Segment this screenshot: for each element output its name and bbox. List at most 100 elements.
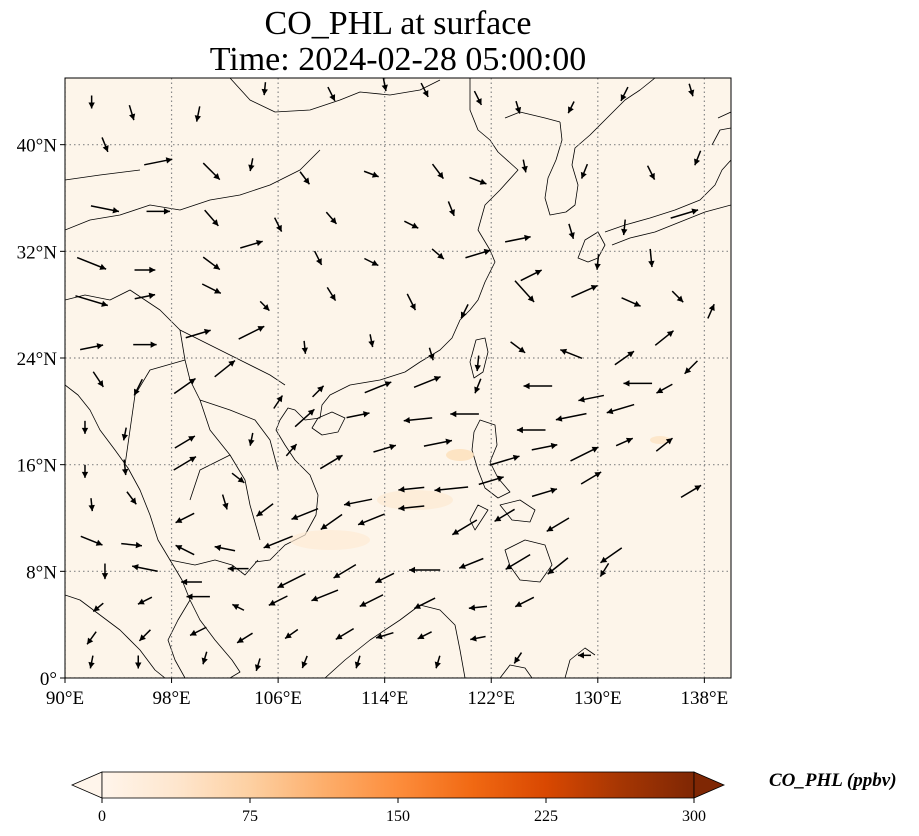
wind-arrow [465, 248, 491, 259]
wind-arrow [469, 176, 487, 185]
korea-coastline [544, 99, 626, 216]
wind-arrow [204, 209, 219, 227]
wind-arrow [261, 82, 268, 96]
wind-arrow [680, 484, 702, 498]
wind-arrow [319, 454, 343, 470]
wind-arrow [134, 292, 156, 300]
wind-arrow [648, 248, 655, 268]
wind-arrow [202, 162, 221, 181]
colorbar-high-extension [693, 771, 726, 799]
wind-arrow [474, 355, 481, 372]
wind-arrow [694, 150, 702, 166]
wind-arrow [363, 170, 379, 178]
wind-arrow [121, 459, 129, 476]
wind-arrow [707, 303, 715, 319]
wind-arrow [428, 347, 435, 361]
wind-arrow [263, 535, 293, 549]
wind-arrow [137, 596, 153, 605]
wind-arrow [146, 208, 170, 215]
wind-arrow [547, 557, 569, 575]
wind-arrow [688, 83, 695, 97]
wind-arrow [599, 562, 610, 578]
wind-arrow [460, 304, 469, 319]
sumatra-outline [65, 594, 166, 678]
wind-arrow [313, 250, 323, 266]
wind-arrow [175, 544, 195, 556]
wind-arrow [450, 410, 479, 418]
wind-arrow [406, 293, 417, 311]
wind-arrow [656, 383, 673, 394]
japan-hokkaido-outline [711, 111, 731, 146]
wind-arrow [504, 234, 531, 243]
wind-arrow [381, 78, 388, 92]
wind-arrow [458, 557, 484, 569]
wind-arrow [238, 325, 265, 340]
wind-arrow [320, 513, 343, 531]
hainan-outline [311, 411, 346, 436]
graticule [65, 78, 731, 678]
wind-arrow [327, 86, 336, 102]
wind-arrow [373, 443, 397, 453]
wind-arrow [101, 563, 109, 580]
wind-arrow [670, 208, 699, 219]
wind-arrow [284, 628, 299, 640]
longitude-ticks: 90°E 98°E 106°E 114°E 122°E 130°E 138°E [46, 678, 728, 709]
wind-arrow [568, 223, 575, 240]
luzon-outline [471, 419, 511, 499]
wind-arrow [256, 503, 274, 517]
wind-arrow [600, 547, 623, 564]
wind-arrow [221, 494, 229, 510]
wind-arrow [181, 578, 202, 586]
wind-arrow [417, 631, 432, 640]
wind-arrow [76, 256, 107, 270]
wind-arrow [214, 359, 236, 378]
wind-arrow [92, 602, 104, 613]
lat-tick-label: 24°N [17, 349, 58, 370]
wind-arrow [185, 328, 211, 339]
wind-arrow [431, 248, 445, 260]
lon-tick-label: 130°E [574, 688, 622, 709]
wind-arrow [615, 437, 634, 447]
wind-arrow [133, 341, 157, 348]
wind-arrow [375, 572, 395, 584]
wind-arrow [516, 426, 546, 434]
wind-arrow [128, 104, 136, 121]
sulawesi-outline [499, 647, 596, 678]
mainland-coastline [254, 78, 519, 563]
wind-arrow [451, 519, 478, 536]
wind-arrow [88, 655, 95, 669]
wind-arrow [546, 517, 570, 532]
lat-tick-label: 40°N [17, 136, 58, 157]
northern-border [65, 149, 321, 231]
colorbar-ticks: 0 75 150 225 300 [98, 798, 706, 825]
wind-arrow [505, 553, 531, 571]
wind-arrow [514, 100, 522, 114]
andaman-coast [65, 384, 191, 601]
colorbar-gradient [101, 771, 695, 799]
bohai-coast [504, 111, 561, 123]
wind-arrow [531, 487, 558, 498]
lon-tick-label: 106°E [254, 688, 302, 709]
wind-arrow [560, 348, 583, 360]
wind-arrow [478, 475, 504, 486]
wind-arrow [333, 564, 357, 579]
lat-tick-label: 16°N [17, 456, 58, 477]
wind-arrow [144, 157, 173, 166]
map-area [65, 78, 731, 678]
wind-arrow [189, 626, 207, 637]
wind-arrow [555, 412, 587, 422]
wind-arrow [90, 205, 120, 214]
wind-arrow [577, 652, 591, 659]
lon-tick-label: 98°E [152, 688, 190, 709]
wind-arrow [135, 655, 142, 669]
lon-tick-label: 114°E [361, 688, 408, 709]
wind-arrow [594, 254, 601, 270]
wind-arrow [75, 295, 109, 307]
wind-arrow [214, 544, 236, 552]
wind-arrow [101, 137, 109, 153]
wind-arrow [81, 464, 89, 478]
wind-arrow [398, 504, 425, 512]
wind-arrow [175, 512, 195, 524]
visayas-outline [469, 499, 536, 531]
